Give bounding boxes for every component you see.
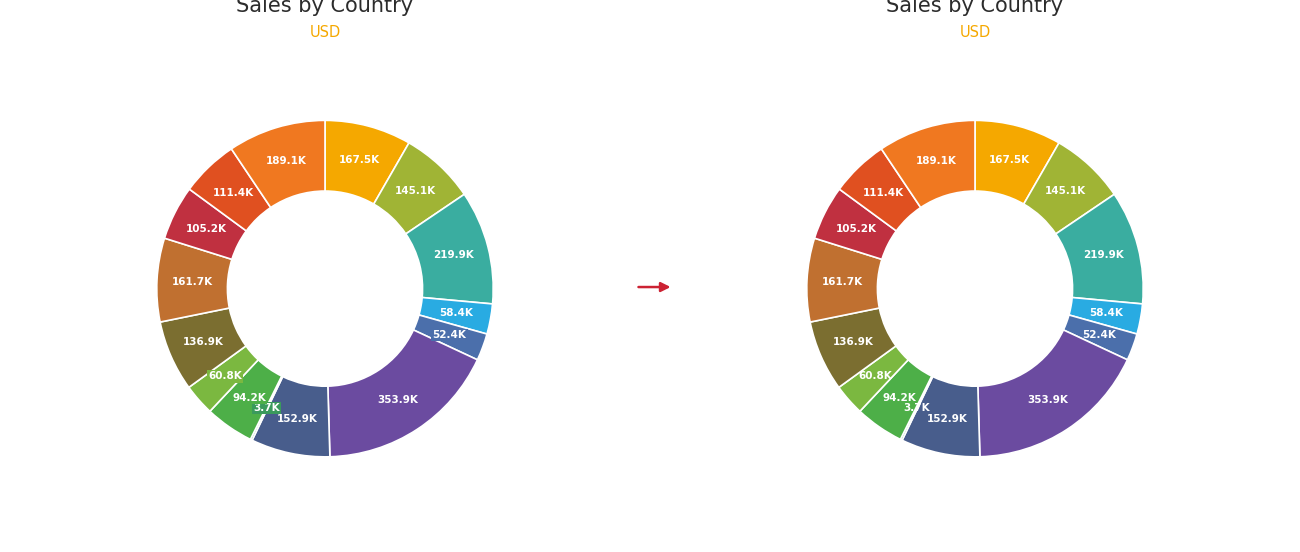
Text: 111.4K: 111.4K	[212, 188, 254, 198]
Text: USD: USD	[309, 25, 341, 40]
Text: 105.2K: 105.2K	[186, 224, 227, 233]
Text: 152.9K: 152.9K	[927, 413, 967, 423]
Wedge shape	[815, 189, 896, 259]
Wedge shape	[978, 330, 1127, 457]
Text: 353.9K: 353.9K	[1027, 395, 1069, 405]
Wedge shape	[413, 315, 488, 360]
Text: 145.1K: 145.1K	[1045, 187, 1086, 197]
Text: 60.8K: 60.8K	[208, 371, 242, 381]
Text: 3.7K: 3.7K	[254, 403, 280, 413]
Wedge shape	[1056, 194, 1143, 304]
Text: 161.7K: 161.7K	[822, 277, 863, 286]
Text: 136.9K: 136.9K	[183, 337, 224, 347]
Wedge shape	[328, 330, 477, 457]
Wedge shape	[251, 376, 282, 440]
Wedge shape	[810, 308, 896, 388]
Wedge shape	[840, 149, 920, 231]
Wedge shape	[188, 346, 259, 411]
Text: 94.2K: 94.2K	[233, 393, 266, 403]
Wedge shape	[419, 298, 493, 334]
Text: 58.4K: 58.4K	[1089, 307, 1123, 318]
Wedge shape	[859, 360, 932, 439]
Text: 167.5K: 167.5K	[989, 155, 1030, 165]
Wedge shape	[325, 120, 410, 204]
Text: Sales by Country: Sales by Country	[237, 0, 413, 16]
Text: 111.4K: 111.4K	[862, 188, 904, 198]
Text: 145.1K: 145.1K	[395, 187, 436, 197]
Wedge shape	[975, 120, 1060, 204]
Text: 219.9K: 219.9K	[1083, 251, 1124, 261]
Wedge shape	[902, 376, 980, 457]
Text: Sales by Country: Sales by Country	[887, 0, 1063, 16]
Wedge shape	[807, 238, 881, 322]
Wedge shape	[157, 238, 231, 322]
Wedge shape	[901, 376, 932, 440]
Text: 353.9K: 353.9K	[377, 395, 419, 405]
Text: 136.9K: 136.9K	[833, 337, 874, 347]
Text: 52.4K: 52.4K	[1083, 330, 1117, 340]
Wedge shape	[190, 149, 270, 231]
Wedge shape	[1069, 298, 1143, 334]
Text: 189.1K: 189.1K	[916, 156, 957, 167]
Wedge shape	[1063, 315, 1138, 360]
Text: 167.5K: 167.5K	[339, 155, 380, 165]
Text: 152.9K: 152.9K	[277, 413, 317, 423]
Text: USD: USD	[959, 25, 991, 40]
Wedge shape	[252, 376, 330, 457]
Text: 52.4K: 52.4K	[433, 330, 467, 340]
Wedge shape	[838, 346, 909, 411]
Wedge shape	[209, 360, 282, 439]
Text: 219.9K: 219.9K	[433, 251, 474, 261]
Wedge shape	[160, 308, 246, 388]
Text: 189.1K: 189.1K	[266, 156, 307, 167]
Text: 94.2K: 94.2K	[883, 393, 916, 403]
Text: 60.8K: 60.8K	[858, 371, 892, 381]
Text: 3.7K: 3.7K	[903, 403, 929, 413]
Wedge shape	[406, 194, 493, 304]
Wedge shape	[1023, 143, 1114, 234]
Text: 105.2K: 105.2K	[836, 224, 878, 233]
Wedge shape	[373, 143, 464, 234]
Wedge shape	[881, 120, 975, 208]
Text: 58.4K: 58.4K	[439, 307, 473, 318]
Wedge shape	[231, 120, 325, 208]
Text: 161.7K: 161.7K	[172, 277, 213, 286]
Wedge shape	[165, 189, 246, 259]
